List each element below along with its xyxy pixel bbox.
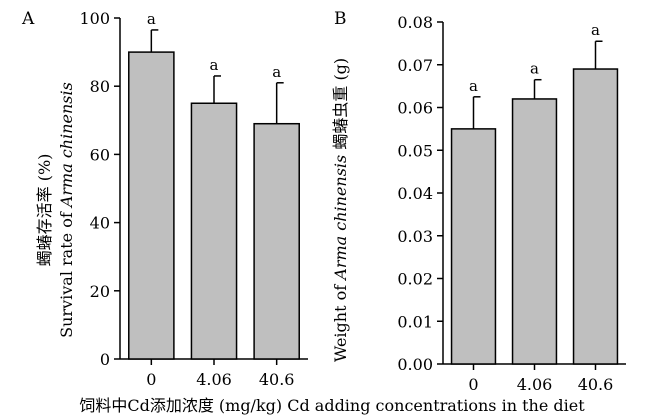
panel-b-y-tick-label: 0.07 (397, 56, 433, 75)
panel-a-y-tick-label: 80 (90, 77, 110, 96)
panel-a-x-tick-label: 0 (146, 370, 156, 389)
panel-b-plot: 0.00 0.01 0.02 0.03 0.04 0.05 0.06 0.07 0.08 a 0 a 4… (397, 13, 626, 394)
shared-x-axis-label: 饲料中Cd添加浓度 (mg/kg) Cd adding concentratio… (79, 396, 585, 415)
panel-b-x-tick-label: 40.6 (578, 375, 614, 394)
panel-b-significance-letter: a (469, 77, 478, 95)
panel-a-y-axis-label: Survival rate of Arma chinensis 蠋蝽存活率 (%… (35, 82, 76, 338)
panel-a-x-tick-label: 40.6 (259, 370, 295, 389)
panel-a-bar (128, 51, 175, 360)
panel-b-x-tick-label: 4.06 (517, 375, 553, 394)
panel-b-bar (572, 68, 619, 365)
panel-a-ylabel-plain: Survival rate of (57, 207, 76, 338)
panel-a-x-tick-label: 4.06 (196, 370, 232, 389)
panel-b-y-tick-label: 0.03 (397, 227, 433, 246)
panel-a-y-tick-label: 60 (90, 145, 110, 164)
panel-b-ylabel-plain: Weight of (331, 280, 350, 362)
panel-a-bar (190, 102, 238, 360)
panel-b-y-tick-label: 0.06 (397, 99, 433, 118)
panel-a-bar (253, 122, 300, 360)
panel-a-y-tick-label: 20 (90, 282, 110, 301)
panel-a-label: A (21, 9, 35, 29)
panel-b-significance-letter: a (530, 60, 539, 78)
panel-a-ylabel-italic: Arma chinensis (57, 82, 76, 209)
panel-b-ylabel-suffix: 蠋蝽虫重 (g) (331, 58, 350, 155)
panel-b-bar (511, 98, 558, 365)
panel-a-plot: 0 20 40 60 80 100 a 0 a 4.06 a 40.6 (79, 9, 308, 389)
panel-b-y-tick-label: 0.01 (397, 312, 433, 331)
panel-b-y-tick-label: 0.02 (397, 270, 433, 289)
panel-b-y-tick-label: 0.00 (397, 355, 433, 374)
svg-text:Weight of Arma chinensis 蠋蝽虫重: Weight of Arma chinensis 蠋蝽虫重 (g) (331, 58, 350, 362)
panel-a: A Survival rate of Arma chinensis 蠋蝽存活率 … (21, 9, 308, 389)
panel-b-y-tick-label: 0.05 (397, 141, 433, 160)
panel-b-bar (450, 128, 497, 365)
panel-a-significance-letter: a (147, 10, 156, 28)
panel-a-y-tick-label: 0 (100, 350, 110, 369)
panel-a-significance-letter: a (210, 56, 219, 74)
panel-b: B Weight of Arma chinensis 蠋蝽虫重 (g) 0.00… (331, 9, 626, 394)
panel-b-significance-letter: a (591, 21, 600, 39)
svg-text:Survival rate of Arma chinensi: Survival rate of Arma chinensis (57, 82, 76, 338)
panel-a-y-tick-label: 100 (79, 9, 110, 28)
panel-b-y-tick-label: 0.08 (397, 13, 433, 32)
panel-b-y-tick-label: 0.04 (397, 184, 433, 203)
panel-a-y-tick-label: 40 (90, 214, 110, 233)
panel-a-significance-letter: a (272, 63, 281, 81)
panel-b-x-tick-label: 0 (468, 375, 478, 394)
panel-a-ylabel-chinese: 蠋蝽存活率 (%) (35, 154, 54, 267)
panel-b-label: B (334, 9, 347, 29)
panel-b-y-axis-label: Weight of Arma chinensis 蠋蝽虫重 (g) (331, 58, 350, 362)
panel-b-ylabel-italic: Arma chinensis (331, 155, 350, 282)
